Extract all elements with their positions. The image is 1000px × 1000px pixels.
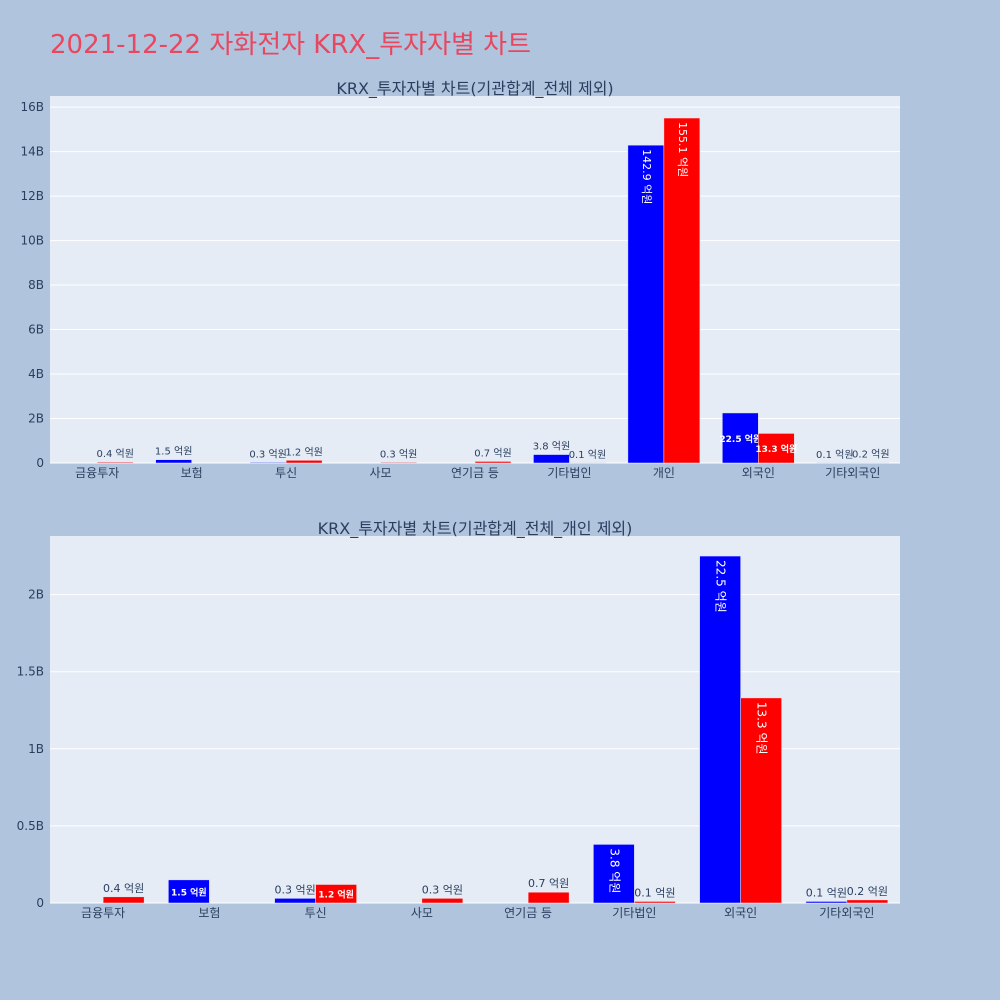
x-tick-label: 외국인 xyxy=(742,466,775,480)
x-tick-label: 투신 xyxy=(305,906,327,920)
y-tick-label: 14B xyxy=(20,145,44,159)
x-tick-label: 기타법인 xyxy=(547,466,591,480)
y-tick-label: 10B xyxy=(20,234,44,248)
data-label: 0.7 억원 xyxy=(474,447,511,459)
x-tick-label: 보험 xyxy=(181,466,203,480)
data-label: 13.3 억원 xyxy=(755,443,797,455)
data-label: 0.1 억원 xyxy=(569,449,606,461)
x-tick-label: 연기금 등 xyxy=(504,906,552,920)
bar xyxy=(315,884,357,904)
x-tick-label: 개인 xyxy=(653,466,675,480)
bar xyxy=(155,459,192,464)
y-tick-label: 6B xyxy=(28,323,44,337)
page-title: 2021-12-22 자화전자 KRX_투자자별 차트 xyxy=(50,30,532,60)
x-tick-label: 기타법인 xyxy=(612,906,656,920)
x-tick-label: 사모 xyxy=(370,466,392,480)
data-label: 13.3 억원 xyxy=(755,702,769,755)
x-tick-label: 투신 xyxy=(275,466,297,480)
bar xyxy=(285,460,323,464)
y-tick-label: 0 xyxy=(36,456,44,470)
bar xyxy=(593,844,635,904)
data-label: 0.3 억원 xyxy=(380,448,417,460)
bar xyxy=(527,891,570,904)
bar xyxy=(722,412,759,464)
data-label: 0.1 억원 xyxy=(816,449,853,461)
y-tick-label: 4B xyxy=(28,367,44,381)
data-label: 3.8 억원 xyxy=(607,848,621,893)
x-tick-label: 기타외국인 xyxy=(825,466,880,480)
bar xyxy=(249,462,287,464)
data-label: 1.2 억원 xyxy=(285,446,322,458)
data-label: 3.8 억원 xyxy=(533,441,570,453)
chart-title: KRX_투자자별 차트(기관합계_전체_개인 제외) xyxy=(318,519,633,539)
data-label: 0.1 억원 xyxy=(806,886,847,899)
bar xyxy=(474,461,512,464)
y-tick-label: 12B xyxy=(20,189,44,203)
data-label: 0.3 억원 xyxy=(422,883,463,896)
bar xyxy=(380,462,417,464)
x-tick-label: 금융투자 xyxy=(75,466,119,480)
data-label: 1.2 억원 xyxy=(318,889,354,901)
x-tick-label: 사모 xyxy=(411,906,433,920)
data-label: 22.5 억원 xyxy=(719,433,761,445)
y-tick-label: 16B xyxy=(20,100,44,114)
data-label: 0.2 억원 xyxy=(852,449,889,461)
chart-1: 0 2B 4B 6B 8B 10B 12B 14B 16B KRX_투자자별 차트(기관합계_전체… xyxy=(20,79,900,480)
bar xyxy=(699,555,741,904)
x-tick-label: 금융투자 xyxy=(81,906,125,920)
x-tick-label: 기타외국인 xyxy=(819,906,874,920)
chart-2: 0 0.5B 1B 1.5B 2B KRX_투자자별 차트(기관합계_전체_개인 제외) 금… xyxy=(17,519,900,920)
data-label: 155.1 억원 xyxy=(676,122,689,177)
y-tick-label: 2B xyxy=(28,588,44,602)
bar xyxy=(846,899,889,904)
data-label: 0.4 억원 xyxy=(103,882,144,895)
y-tick-label: 0.5B xyxy=(17,819,44,833)
y-tick-label: 8B xyxy=(28,278,44,292)
data-label: 142.9 억원 xyxy=(640,149,653,204)
bar xyxy=(634,901,676,904)
y-tick-label: 0 xyxy=(36,896,44,910)
data-label: 0.2 억원 xyxy=(847,885,888,898)
bar xyxy=(627,144,665,464)
data-label: 0.7 억원 xyxy=(528,877,569,890)
y-tick-label: 2B xyxy=(28,412,44,426)
plot-area xyxy=(50,96,900,463)
x-tick-label: 보험 xyxy=(198,906,220,920)
x-tick-label: 외국인 xyxy=(724,906,757,920)
bar xyxy=(421,898,464,904)
data-label: 0.3 억원 xyxy=(249,448,286,460)
data-label: 0.3 억원 xyxy=(275,883,316,896)
bar xyxy=(805,901,848,904)
data-label: 1.5 억원 xyxy=(155,446,192,458)
bar xyxy=(758,433,795,464)
data-label: 0.4 억원 xyxy=(96,448,133,460)
x-tick-label: 연기금 등 xyxy=(451,466,499,480)
chart-title: KRX_투자자별 차트(기관합계_전체 제외) xyxy=(336,79,613,99)
bar xyxy=(663,117,701,464)
bar xyxy=(168,879,210,904)
data-label: 0.1 억원 xyxy=(634,886,675,899)
bar xyxy=(274,898,316,904)
data-label: 22.5 억원 xyxy=(714,560,728,613)
bar xyxy=(96,461,134,464)
data-label: 1.5 억원 xyxy=(171,886,207,898)
bar xyxy=(740,697,782,904)
y-tick-label: 1.5B xyxy=(17,665,44,679)
y-tick-label: 1B xyxy=(28,742,44,756)
bar xyxy=(533,454,570,464)
bar xyxy=(102,896,145,904)
